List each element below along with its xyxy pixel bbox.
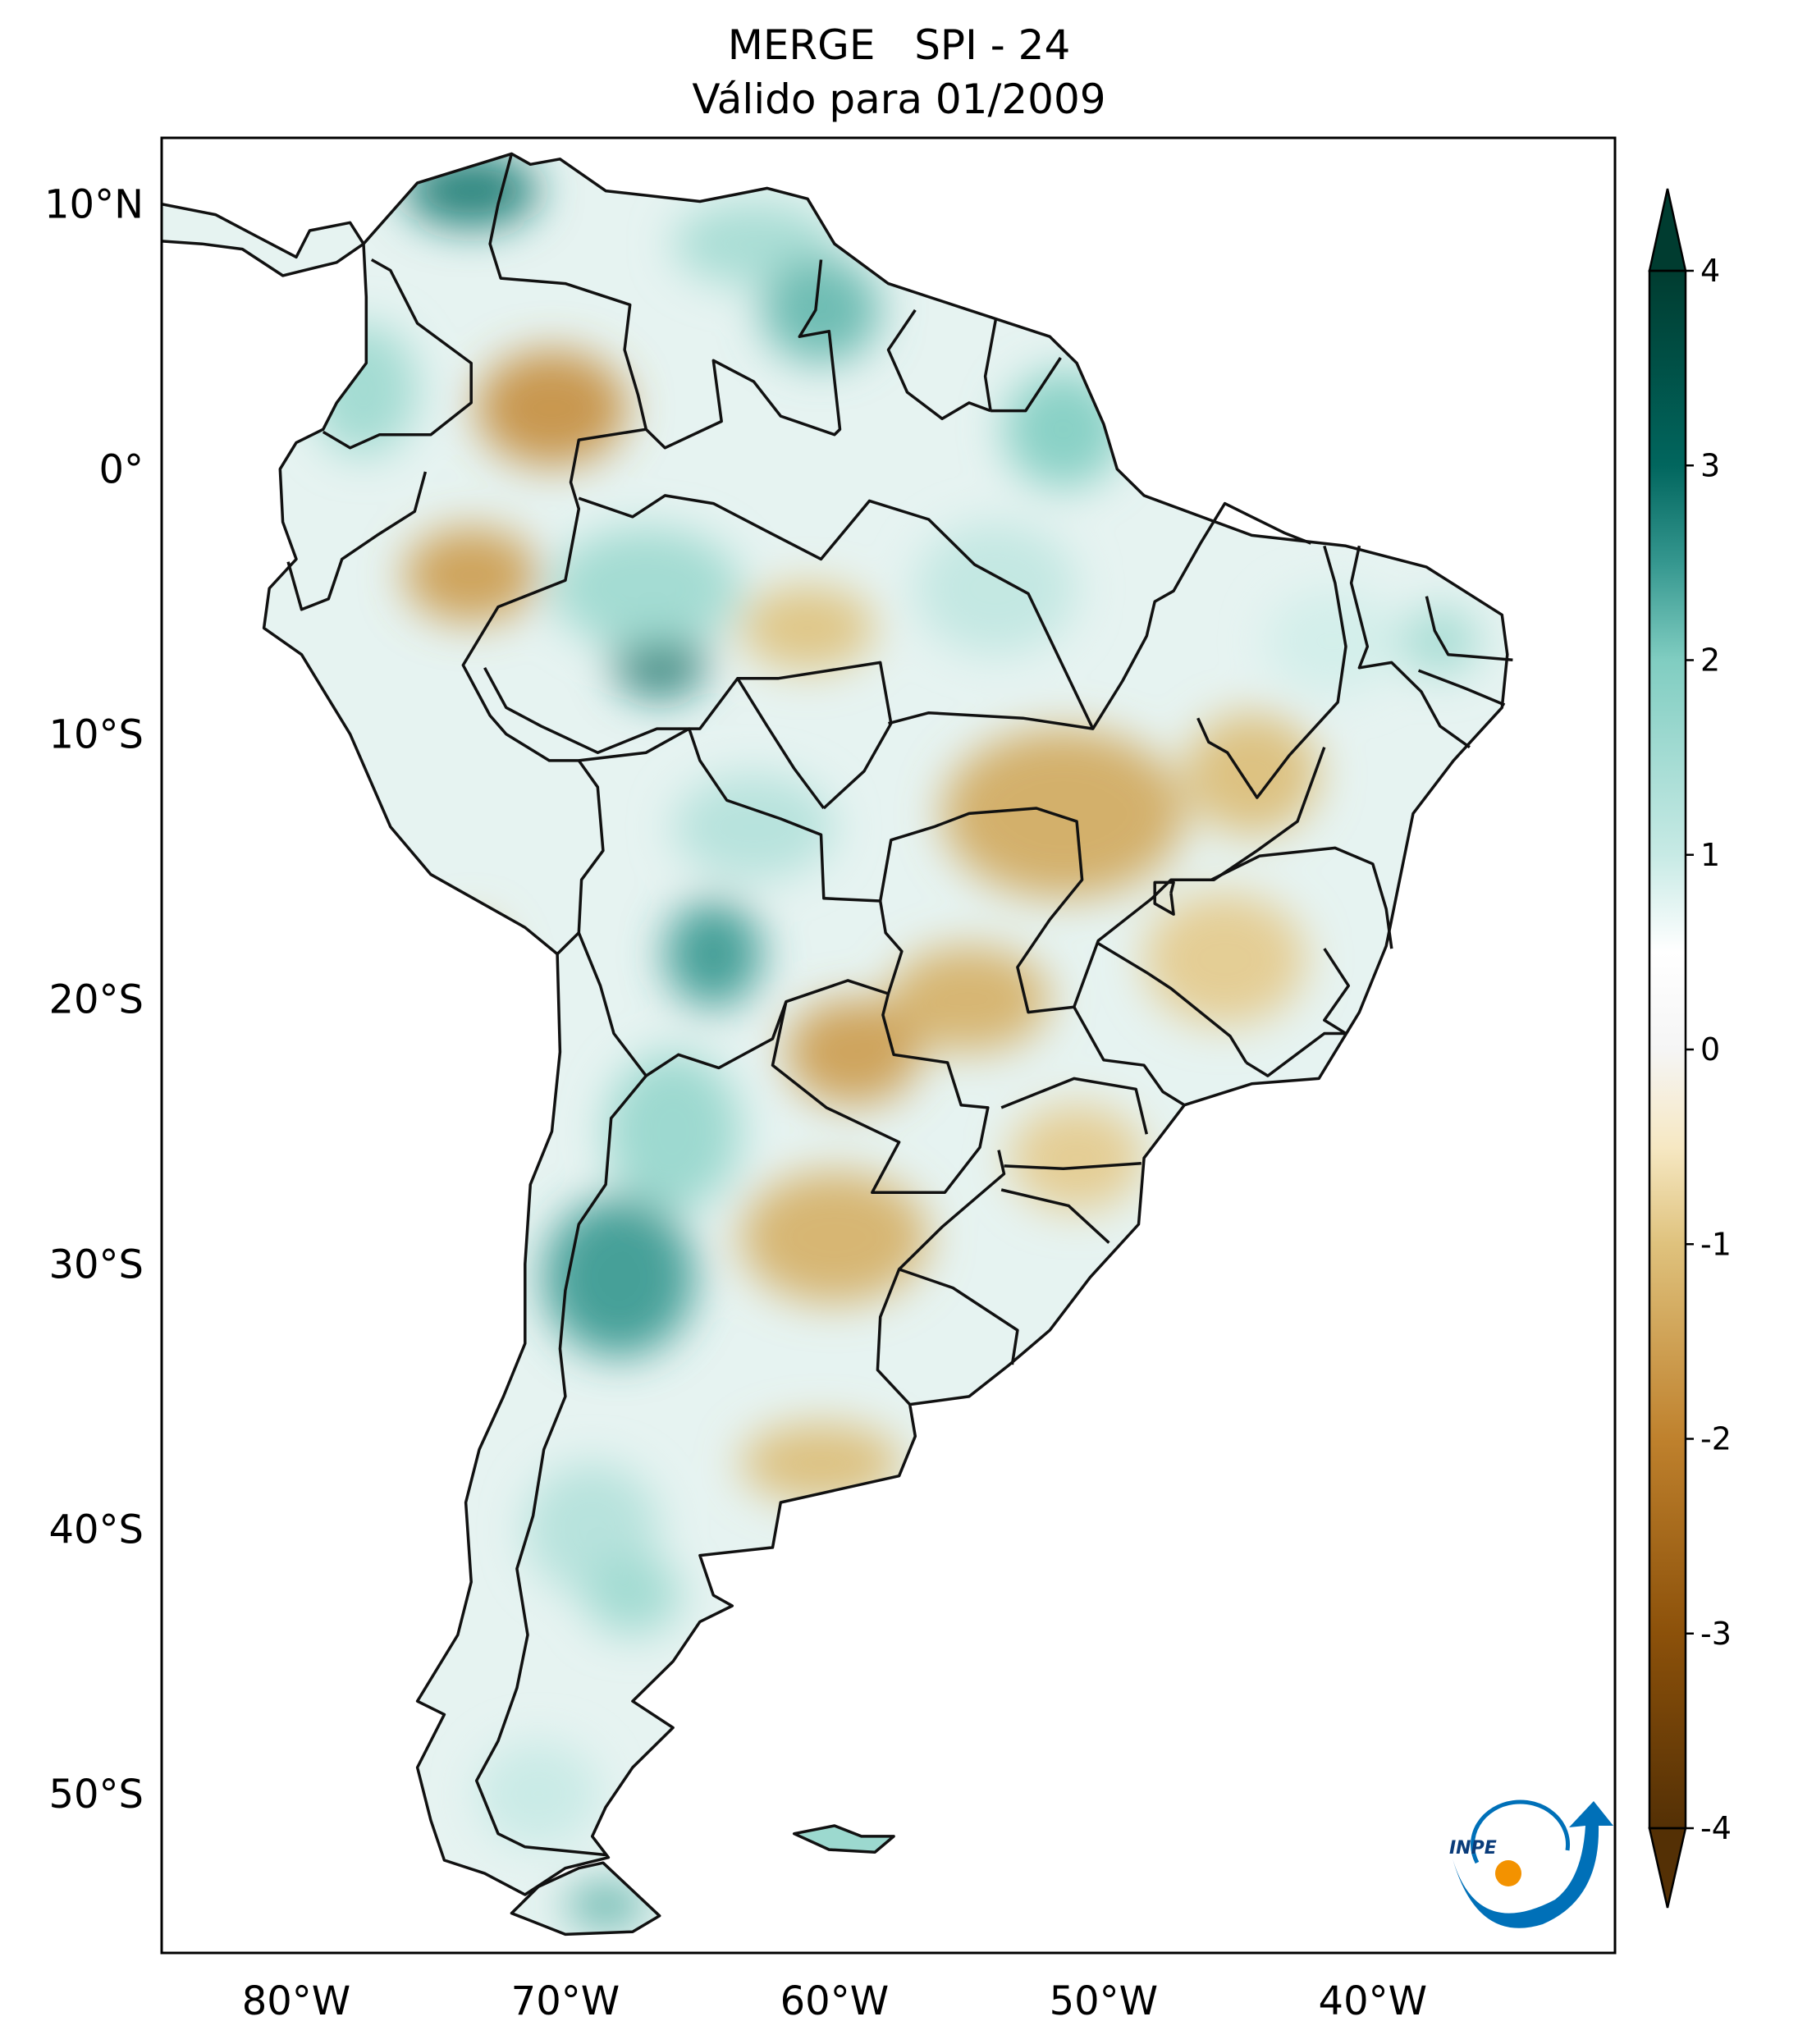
spi-patch: [565, 1884, 647, 1927]
colorbar-ticks: 4 3 2 1 0 -1 -2 -3 -4: [1686, 253, 1732, 1846]
spi-patch: [942, 729, 1185, 899]
spi-patch: [1009, 1104, 1145, 1211]
lat-tick-label: 0°: [98, 447, 144, 493]
border-line: [1097, 942, 1248, 1063]
lat-tick-label: 20°S: [48, 976, 144, 1022]
spi-patch: [476, 350, 628, 467]
border-line: [888, 501, 1312, 730]
border-line: [286, 471, 428, 611]
colorbar-tick-label: -2: [1700, 1421, 1732, 1457]
colorbar-tick-label: 4: [1700, 253, 1720, 289]
border-line: [983, 318, 998, 411]
spi-patch: [543, 1197, 695, 1357]
spi-patch: [740, 1423, 902, 1502]
spi-patch: [740, 585, 876, 671]
spi-patch: [740, 1171, 929, 1304]
lat-tick-label: 40°S: [48, 1507, 144, 1552]
border-line: [1417, 669, 1506, 706]
spi-patch: [888, 945, 1050, 1053]
title-line-validity: Válido para 01/2009: [692, 75, 1106, 123]
inpe-logo: INPE: [1449, 1799, 1613, 1928]
longitude-axis: 80°W 70°W 60°W 50°W 40°W: [242, 1978, 1427, 2024]
border-line: [878, 807, 1186, 1107]
political-borders: [286, 153, 1513, 1857]
latitude-axis: 10°N 0° 10°S 20°S 30°S 40°S 50°S: [44, 182, 144, 1818]
spi-patch: [1144, 893, 1306, 1026]
border-line: [474, 1074, 647, 1857]
spi-patch: [762, 257, 881, 364]
inpe-logo-dot: [1495, 1860, 1521, 1886]
border-line: [1196, 545, 1347, 799]
title-line-product: MERGE SPI - 24: [727, 21, 1071, 69]
inpe-logo-swoosh: [1453, 1801, 1613, 1928]
border-line: [577, 727, 904, 1077]
spi-anomaly-field: [309, 153, 1481, 1927]
border-line: [322, 258, 473, 450]
border-line: [898, 1150, 1006, 1271]
spi-patch: [431, 919, 512, 1079]
lon-tick-label: 50°W: [1050, 1978, 1159, 2024]
border-line: [1000, 1077, 1149, 1135]
lon-tick-label: 80°W: [242, 1978, 351, 2024]
lat-tick-label: 50°S: [48, 1772, 144, 1818]
spi-patch: [404, 527, 539, 623]
spi-patch: [785, 999, 921, 1105]
central-america-landmass: [162, 202, 365, 277]
border-line: [461, 153, 648, 955]
colorbar-tick-label: 1: [1700, 837, 1720, 873]
spi-patch: [551, 527, 741, 650]
colorbar-tick-label: -3: [1700, 1616, 1732, 1652]
colorbar-min-extension: [1648, 1827, 1687, 1909]
spi-patch: [915, 522, 1077, 655]
spi-patch: [476, 1740, 601, 1847]
colorbar: 4 3 2 1 0 -1 -2 -3 -4: [1648, 188, 1732, 1909]
spi-patch: [1184, 712, 1320, 835]
tierra-del-fuego-coastline: [510, 1861, 661, 1937]
border-line: [578, 494, 1095, 729]
colorbar-tick-label: 3: [1700, 447, 1720, 483]
border-line: [1349, 545, 1471, 749]
inpe-logo-text: INPE: [1449, 1838, 1497, 1859]
border-line: [1153, 880, 1175, 916]
border-line: [483, 661, 893, 810]
border-line: [736, 677, 826, 810]
border-line: [645, 259, 842, 450]
spi-patch: [583, 1555, 681, 1635]
border-line: [1000, 1188, 1110, 1244]
map-title: MERGE SPI - 24 Válido para 01/2009: [0, 18, 1798, 126]
lon-tick-label: 70°W: [511, 1978, 620, 2024]
lon-tick-label: 40°W: [1319, 1978, 1428, 2024]
lat-tick-label: 30°S: [48, 1241, 144, 1287]
border-line: [1425, 596, 1513, 661]
map-frame: [160, 136, 1617, 1955]
inpe-logo-ring: [1471, 1799, 1571, 1864]
spi-patch: [606, 1052, 741, 1211]
colorbar-tick-label: 0: [1700, 1031, 1720, 1068]
lon-tick-label: 60°W: [780, 1978, 890, 2024]
spi-patch: [1265, 588, 1400, 695]
coastline: [262, 152, 1509, 1896]
lat-tick-label: 10°S: [48, 712, 144, 758]
lat-tick-label: 10°N: [44, 182, 144, 228]
border-line: [1323, 948, 1351, 1035]
border-line: [886, 309, 991, 421]
border-line: [991, 357, 1062, 413]
colorbar-tick-label: 2: [1700, 642, 1720, 679]
colorbar-tick-label: -4: [1700, 1810, 1732, 1846]
colorbar-max-extension: [1648, 188, 1687, 272]
border-line: [1073, 747, 1326, 1008]
spi-patch: [665, 901, 762, 1008]
falklands-landmass: [792, 1824, 895, 1854]
border-line: [1210, 846, 1393, 949]
colorbar-gradient: [1649, 271, 1686, 1828]
border-line: [1004, 1161, 1141, 1170]
border-line: [771, 993, 990, 1194]
map-area: [162, 152, 1513, 1937]
spi-patch: [673, 774, 835, 880]
colorbar-tick-label: -1: [1700, 1226, 1732, 1262]
border-line: [1245, 1031, 1346, 1077]
